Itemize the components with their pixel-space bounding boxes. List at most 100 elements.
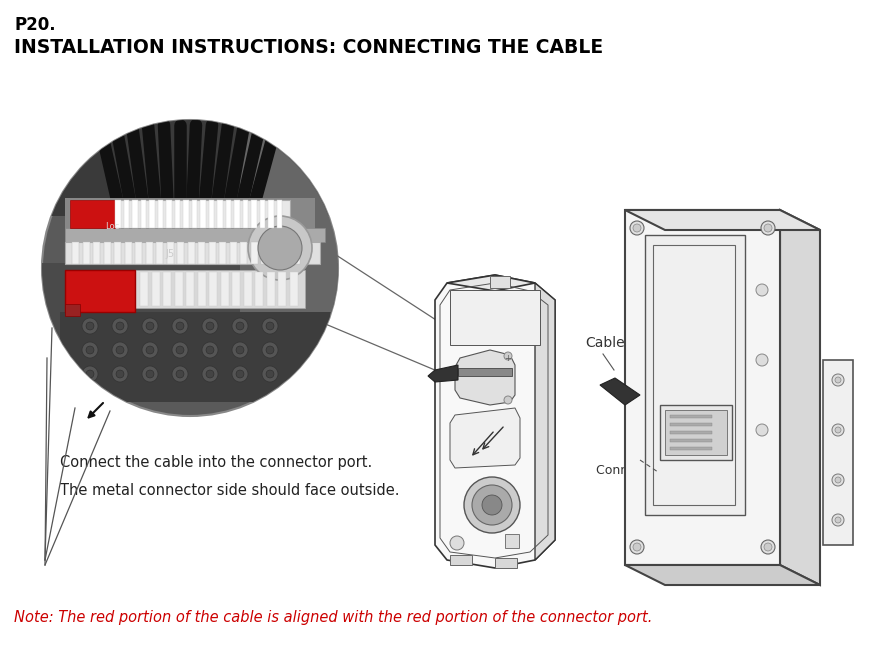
Circle shape — [835, 517, 841, 523]
Circle shape — [42, 120, 338, 416]
Bar — [42, 263, 338, 381]
Circle shape — [146, 322, 154, 330]
Circle shape — [756, 424, 768, 436]
Bar — [670, 439, 712, 442]
Bar — [197, 272, 205, 306]
Circle shape — [82, 318, 98, 334]
Circle shape — [82, 342, 98, 358]
Circle shape — [146, 346, 154, 354]
Circle shape — [112, 366, 128, 382]
Circle shape — [266, 346, 274, 354]
Circle shape — [262, 342, 278, 358]
Bar — [151, 272, 160, 306]
Bar — [167, 242, 174, 264]
Bar — [665, 410, 727, 455]
Bar — [450, 290, 540, 345]
Circle shape — [464, 477, 520, 533]
Circle shape — [472, 485, 512, 525]
Polygon shape — [435, 275, 555, 568]
Bar — [219, 242, 226, 264]
Circle shape — [504, 352, 512, 360]
Text: The metal connector side should face outside.: The metal connector side should face out… — [60, 483, 400, 498]
Circle shape — [232, 366, 248, 382]
Bar — [132, 200, 137, 228]
Bar — [157, 200, 163, 228]
Circle shape — [633, 543, 641, 551]
Bar — [293, 242, 300, 264]
Circle shape — [832, 374, 844, 386]
Bar — [261, 242, 268, 264]
Text: +: + — [505, 353, 512, 362]
Text: Loc: Loc — [105, 222, 119, 231]
Circle shape — [764, 543, 772, 551]
Bar — [495, 558, 517, 568]
Bar — [175, 200, 180, 228]
Polygon shape — [447, 275, 535, 291]
Bar — [93, 242, 100, 264]
Circle shape — [450, 536, 464, 550]
Bar — [670, 423, 712, 426]
Polygon shape — [625, 565, 820, 585]
Circle shape — [202, 366, 218, 382]
Bar — [103, 242, 110, 264]
Circle shape — [764, 224, 772, 232]
Bar — [670, 415, 712, 418]
Text: P20.: P20. — [14, 16, 56, 34]
Circle shape — [832, 474, 844, 486]
Circle shape — [266, 322, 274, 330]
Text: INSTALLATION INSTRUCTIONS: CONNECTING THE CABLE: INSTALLATION INSTRUCTIONS: CONNECTING TH… — [14, 38, 603, 57]
Bar — [135, 242, 142, 264]
Bar — [70, 200, 115, 228]
Circle shape — [761, 221, 775, 235]
Circle shape — [172, 342, 188, 358]
Polygon shape — [428, 365, 458, 382]
Circle shape — [236, 322, 244, 330]
Bar — [70, 200, 290, 228]
Bar — [186, 272, 194, 306]
Circle shape — [86, 370, 94, 378]
Bar — [234, 200, 240, 228]
Bar — [163, 272, 171, 306]
Bar — [145, 242, 152, 264]
Bar — [65, 228, 325, 242]
Bar — [271, 242, 278, 264]
Circle shape — [176, 370, 184, 378]
Bar — [135, 270, 305, 308]
Circle shape — [236, 370, 244, 378]
Circle shape — [504, 396, 512, 404]
Bar — [225, 200, 231, 228]
Circle shape — [262, 318, 278, 334]
Bar — [243, 272, 251, 306]
Bar — [123, 200, 129, 228]
Bar — [625, 210, 780, 565]
Bar — [251, 200, 256, 228]
Polygon shape — [600, 378, 640, 405]
Bar — [65, 242, 320, 264]
Circle shape — [142, 366, 158, 382]
Circle shape — [258, 226, 302, 270]
Bar — [505, 534, 519, 548]
Bar — [183, 200, 189, 228]
Bar — [198, 242, 205, 264]
Polygon shape — [450, 408, 520, 468]
Circle shape — [232, 318, 248, 334]
Bar — [450, 555, 472, 565]
Circle shape — [236, 346, 244, 354]
Bar — [242, 200, 248, 228]
Circle shape — [232, 342, 248, 358]
Circle shape — [206, 346, 214, 354]
Bar — [653, 245, 735, 505]
Circle shape — [116, 322, 124, 330]
Circle shape — [266, 370, 274, 378]
Circle shape — [756, 284, 768, 296]
Bar — [177, 242, 184, 264]
Circle shape — [172, 366, 188, 382]
Bar — [65, 304, 80, 316]
Circle shape — [86, 346, 94, 354]
Bar — [124, 242, 131, 264]
Circle shape — [142, 342, 158, 358]
Bar — [200, 200, 205, 228]
Circle shape — [835, 377, 841, 383]
Circle shape — [761, 540, 775, 554]
Bar — [240, 242, 247, 264]
